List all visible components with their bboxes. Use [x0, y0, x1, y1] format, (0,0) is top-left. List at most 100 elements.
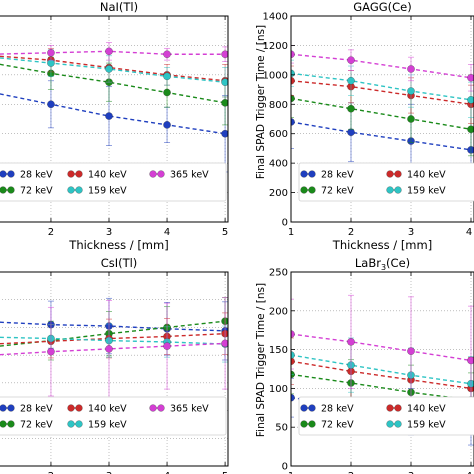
series-line: [0, 336, 226, 345]
panel-1: 2 3 4 5 Thickness / [mm] NaI(Tl) 28 keV 72 keV 1…: [0, 0, 229, 252]
y-tick-label: 1200: [263, 41, 288, 52]
y-axis-label-bottom: Final SPAD Trigger Time / [ns]: [255, 283, 267, 437]
data-point: [47, 49, 55, 57]
data-point: [291, 50, 295, 59]
legend-label: 72 keV: [20, 420, 53, 431]
legend-label: 159 keV: [407, 420, 446, 431]
x-tick-label: 5: [222, 227, 228, 238]
data-point: [291, 357, 295, 365]
panel-2: 1 2 3 4 0 200 400 600 800 1000 1200 1400 Thickness /…: [263, 0, 474, 252]
grid: [0, 272, 228, 466]
legend-label: 28 keV: [321, 170, 354, 181]
data-point: [221, 339, 228, 348]
series-5: [0, 42, 228, 63]
series-5: [0, 297, 228, 398]
legend-marker: [394, 404, 402, 412]
y-axis-label-top: Final SPAD Trigger Time / [ns]: [255, 25, 267, 179]
data-point: [467, 125, 474, 134]
legend-label: 28 keV: [321, 404, 354, 415]
legend-marker: [308, 186, 316, 194]
x-tick-label: 4: [164, 227, 170, 238]
x-tick-label: 3: [408, 227, 414, 238]
series-line: [0, 342, 226, 356]
legend-marker: [0, 420, 7, 428]
y-tick-label: 200: [269, 188, 288, 199]
series-line: [0, 55, 226, 82]
data-point: [221, 50, 228, 59]
x-tick-label: 2: [48, 471, 54, 474]
series-1: [0, 80, 228, 173]
axes-frame: [290, 15, 474, 223]
y-tick-label: 0: [282, 462, 288, 473]
legend-marker: [149, 404, 157, 412]
series-line: [291, 121, 472, 151]
series-3: [0, 312, 228, 359]
series-line: [291, 373, 472, 401]
series-line: [0, 57, 226, 83]
x-tick-label: 2: [348, 471, 354, 474]
data-point: [163, 72, 171, 81]
legend-marker: [386, 186, 394, 194]
legend-marker: [0, 186, 7, 194]
legend-marker: [7, 170, 15, 178]
axes-frame: [0, 271, 229, 467]
data-point: [105, 112, 113, 120]
legend-marker: [75, 420, 83, 428]
legend-marker: [0, 170, 7, 178]
data-point: [105, 345, 113, 353]
plot-area: [291, 45, 474, 195]
legend-box: [0, 396, 227, 436]
y-tick-label: 1400: [263, 12, 288, 23]
y-tick-label: 250: [269, 268, 288, 279]
series-line: [0, 50, 226, 55]
data-point: [47, 59, 55, 67]
legend-box: [298, 396, 474, 436]
series-line: [0, 332, 226, 345]
legend-marker: [300, 186, 308, 194]
series-1: [0, 297, 228, 361]
legend-marker: [67, 420, 75, 428]
legend-marker: [7, 420, 15, 428]
x-tick-label: 4: [466, 227, 472, 238]
legend-marker: [157, 170, 165, 178]
data-point: [105, 47, 113, 56]
y-tick-label: 600: [269, 129, 288, 140]
legend-marker: [67, 404, 75, 412]
legend-marker: [394, 170, 402, 178]
panel-title: LaBr3(Ce): [355, 256, 410, 272]
legend-label: 140 keV: [88, 404, 127, 415]
data-point: [467, 74, 474, 82]
series-2: [291, 78, 474, 157]
data-point: [347, 104, 355, 113]
legend-label: 159 keV: [407, 186, 446, 197]
y-tick-label: 200: [269, 306, 288, 317]
legend-marker: [75, 404, 83, 412]
data-point: [347, 76, 355, 85]
data-point: [291, 393, 295, 402]
series-4: [0, 49, 228, 98]
x-axis-label: Thickness / [mm]: [332, 238, 432, 252]
data-point: [347, 338, 355, 346]
y-tick-label: 150: [269, 345, 288, 356]
data-point: [467, 356, 474, 365]
data-point: [291, 118, 295, 126]
x-tick-label: 3: [106, 227, 112, 238]
legend-label: 72 keV: [321, 420, 354, 431]
legend-marker: [300, 170, 308, 178]
legend-marker: [300, 420, 308, 428]
data-point: [407, 115, 415, 123]
legend-label: 140 keV: [407, 404, 446, 415]
series-line: [291, 53, 472, 79]
panel-4: 1234050100150200250Thickness / [mm]LaBr3…: [269, 256, 474, 474]
legend-label: 72 keV: [20, 186, 53, 197]
x-tick-label: 3: [408, 471, 414, 474]
legend-marker: [308, 170, 316, 178]
data-point: [221, 129, 228, 138]
x-tick-label: 2: [348, 227, 354, 238]
legend-label: 140 keV: [88, 170, 127, 181]
data-point: [291, 76, 295, 85]
legend-label: 159 keV: [88, 186, 127, 197]
x-tick-label: 1: [288, 471, 294, 474]
